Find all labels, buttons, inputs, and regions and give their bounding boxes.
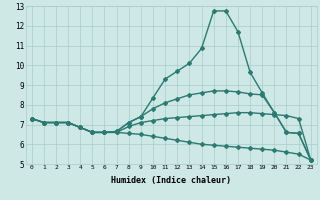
X-axis label: Humidex (Indice chaleur): Humidex (Indice chaleur) — [111, 176, 231, 185]
